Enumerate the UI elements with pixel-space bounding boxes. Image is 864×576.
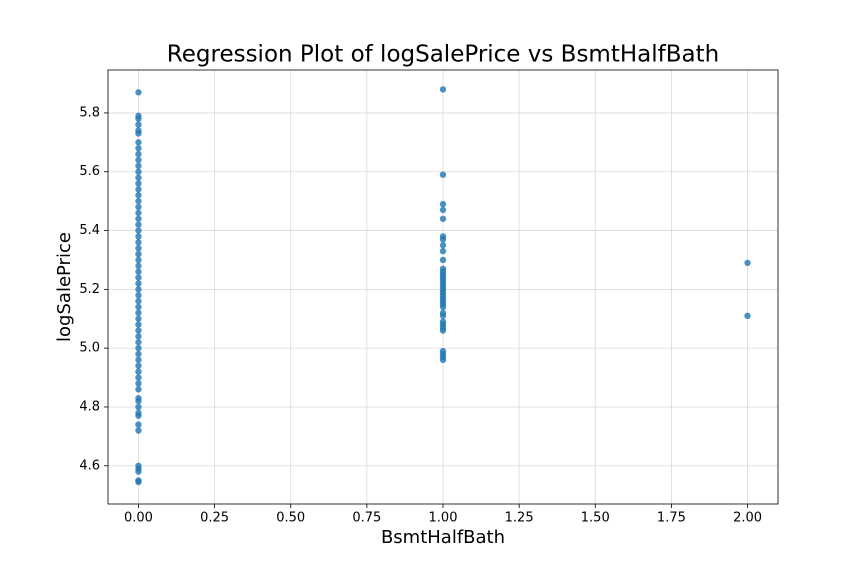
x-tick-label: 2.00 bbox=[733, 511, 762, 526]
point bbox=[135, 130, 142, 137]
point bbox=[135, 303, 142, 311]
point bbox=[135, 215, 142, 222]
point bbox=[135, 344, 142, 352]
point bbox=[135, 239, 142, 246]
point bbox=[439, 242, 447, 249]
point bbox=[135, 368, 142, 375]
x-tick-label: 1.00 bbox=[429, 511, 458, 526]
point bbox=[135, 174, 142, 181]
point bbox=[439, 312, 447, 320]
point bbox=[135, 350, 142, 358]
y-tick-label: 5.2 bbox=[79, 282, 100, 297]
point bbox=[135, 145, 142, 152]
point bbox=[135, 139, 142, 146]
point bbox=[439, 327, 447, 334]
point bbox=[135, 274, 142, 281]
y-tick-label: 5.6 bbox=[79, 164, 100, 179]
x-tick-label: 1.75 bbox=[657, 511, 686, 526]
point bbox=[135, 250, 142, 258]
point bbox=[135, 333, 142, 340]
point bbox=[135, 321, 142, 328]
point bbox=[439, 206, 447, 214]
point bbox=[135, 180, 142, 187]
point bbox=[135, 297, 142, 305]
point bbox=[135, 478, 142, 486]
point bbox=[744, 259, 751, 267]
x-tick-label: 1.25 bbox=[505, 511, 534, 526]
point bbox=[135, 150, 142, 158]
y-axis-label: logSalePrice bbox=[54, 232, 75, 342]
point bbox=[135, 168, 142, 175]
point bbox=[135, 421, 142, 428]
chart-title: Regression Plot of logSalePrice vs BsmtH… bbox=[167, 42, 719, 68]
point bbox=[135, 197, 142, 205]
point bbox=[135, 380, 142, 387]
point bbox=[135, 268, 142, 275]
point bbox=[439, 356, 447, 364]
point bbox=[439, 247, 447, 255]
point bbox=[135, 233, 142, 240]
point bbox=[744, 312, 751, 320]
point bbox=[439, 256, 447, 264]
y-tick-label: 5.8 bbox=[79, 105, 100, 120]
x-tick-label: 0.50 bbox=[276, 511, 305, 526]
x-tick-label: 0.00 bbox=[124, 511, 153, 526]
point bbox=[439, 171, 447, 178]
y-tick-label: 5.0 bbox=[79, 341, 100, 356]
point bbox=[439, 215, 447, 222]
point bbox=[135, 468, 142, 475]
point bbox=[439, 236, 447, 243]
point bbox=[439, 303, 447, 311]
y-tick-label: 4.8 bbox=[79, 399, 100, 414]
point bbox=[135, 121, 142, 128]
point bbox=[135, 356, 142, 364]
point bbox=[135, 309, 142, 317]
point bbox=[135, 156, 142, 164]
y-tick-label: 4.6 bbox=[79, 458, 100, 473]
point bbox=[135, 386, 142, 393]
point bbox=[135, 244, 142, 252]
point bbox=[135, 203, 142, 211]
point bbox=[135, 162, 142, 170]
point bbox=[135, 186, 142, 193]
x-tick-label: 0.75 bbox=[352, 511, 381, 526]
point bbox=[135, 403, 142, 411]
x-tick-label: 1.50 bbox=[581, 511, 610, 526]
point bbox=[135, 327, 142, 334]
points bbox=[135, 86, 751, 486]
point bbox=[135, 256, 142, 264]
point bbox=[135, 397, 142, 405]
point bbox=[135, 227, 142, 234]
point bbox=[135, 280, 142, 287]
point bbox=[135, 192, 142, 199]
point bbox=[135, 115, 142, 123]
point bbox=[135, 292, 142, 299]
point bbox=[135, 209, 142, 217]
y-tick-label: 5.4 bbox=[79, 223, 100, 238]
point bbox=[135, 262, 142, 270]
point bbox=[135, 315, 142, 322]
point bbox=[135, 286, 142, 293]
point bbox=[439, 200, 447, 208]
point bbox=[135, 374, 142, 381]
point bbox=[439, 86, 447, 93]
point bbox=[135, 427, 142, 434]
point bbox=[135, 221, 142, 228]
point bbox=[135, 339, 142, 346]
point bbox=[135, 89, 142, 96]
x-tick-label: 0.25 bbox=[200, 511, 229, 526]
point bbox=[135, 362, 142, 370]
x-axis-label: BsmtHalfBath bbox=[381, 527, 505, 548]
point bbox=[135, 412, 142, 419]
